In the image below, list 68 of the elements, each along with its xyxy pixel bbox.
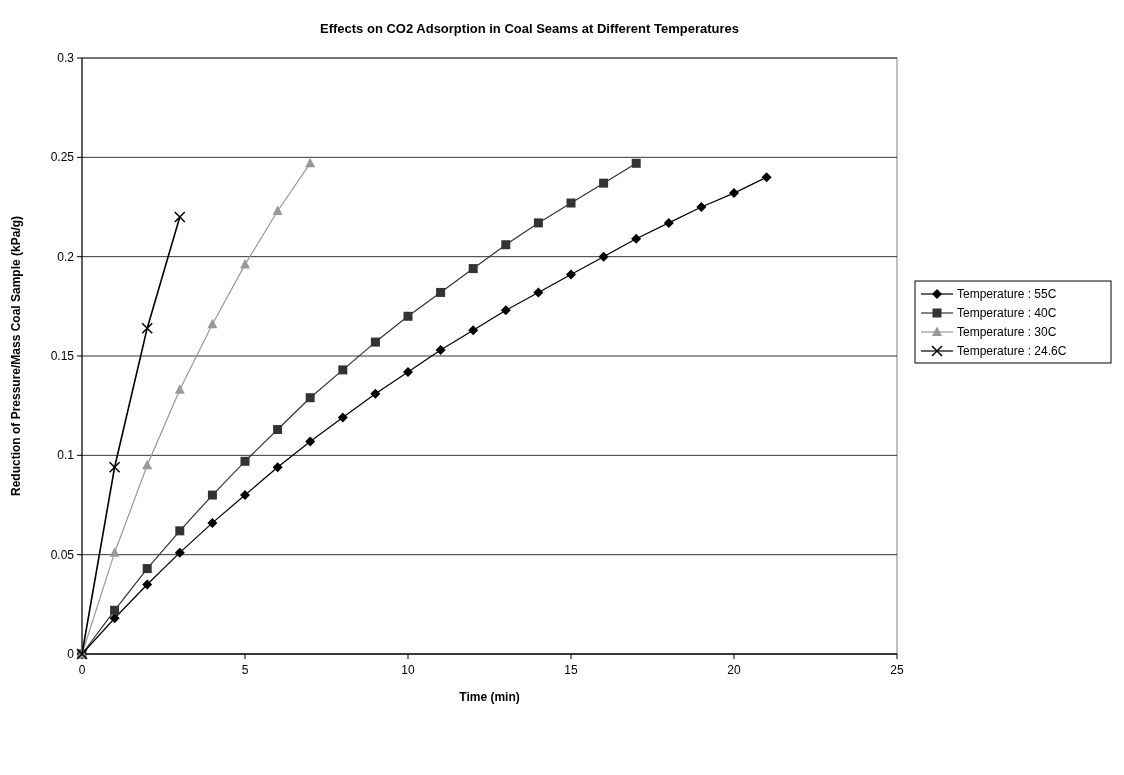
x-tick-label: 25	[890, 663, 904, 677]
point	[761, 172, 772, 183]
y-tick-label: 0.3	[57, 51, 75, 65]
legend-label: Temperature : 55C	[957, 287, 1057, 301]
point	[240, 490, 250, 501]
point	[108, 461, 121, 473]
point	[468, 325, 479, 336]
point	[533, 218, 543, 228]
point	[142, 459, 153, 470]
point	[631, 158, 641, 168]
x-axis-title: Time (min)	[459, 690, 520, 704]
y-tick-label: 0.1	[57, 448, 75, 463]
x-tick-label: 20	[727, 663, 741, 677]
point	[207, 517, 218, 528]
point	[174, 384, 185, 394]
x-tick-label: 0	[78, 663, 86, 677]
point	[403, 311, 413, 321]
point	[500, 305, 511, 316]
point	[240, 259, 250, 269]
point	[696, 202, 707, 212]
y-tick-label: 0	[67, 647, 75, 661]
point	[175, 526, 185, 536]
point	[174, 211, 186, 223]
point	[207, 318, 218, 329]
x-tick-label: 5	[241, 663, 249, 677]
point	[533, 287, 544, 298]
point	[436, 287, 446, 297]
point	[338, 365, 348, 375]
point	[305, 436, 316, 447]
point	[273, 425, 283, 435]
y-tick-label: 0.15	[50, 349, 75, 363]
point	[337, 412, 348, 423]
point	[663, 217, 674, 228]
point	[599, 178, 609, 188]
y-tick-label: 0.2	[57, 249, 75, 264]
point	[207, 490, 217, 500]
legend-label: Temperature : 24.6C	[957, 344, 1067, 358]
y-axis-title: Reduction of Pressure/Mass Coal Sample (kPa/g)	[9, 215, 23, 497]
point	[305, 157, 316, 168]
point	[435, 345, 446, 356]
legend-label: Temperature : 30C	[957, 325, 1057, 339]
point	[598, 251, 609, 262]
point	[141, 322, 153, 334]
point	[305, 393, 315, 403]
y-tick-label: 0.25	[50, 150, 75, 165]
point	[174, 547, 185, 558]
x-tick-label: 15	[564, 663, 578, 677]
point	[240, 456, 250, 466]
point	[142, 579, 153, 590]
point	[468, 264, 478, 274]
point	[272, 205, 283, 215]
y-tick-label: 0.05	[50, 547, 75, 562]
point	[109, 613, 120, 624]
point	[370, 337, 380, 347]
x-tick-label: 10	[401, 663, 415, 677]
point	[142, 564, 152, 574]
point	[110, 605, 120, 615]
point	[109, 547, 120, 557]
point	[370, 388, 381, 399]
point	[631, 233, 642, 244]
chart-title: Effects on CO2 Adsorption in Coal Seams at Different Temperatures	[320, 21, 739, 36]
point	[566, 269, 576, 280]
legend-label: Temperature : 40C	[957, 306, 1057, 320]
point	[403, 366, 413, 377]
point	[501, 240, 511, 250]
point	[566, 198, 576, 208]
point	[272, 462, 283, 473]
point	[729, 188, 739, 199]
